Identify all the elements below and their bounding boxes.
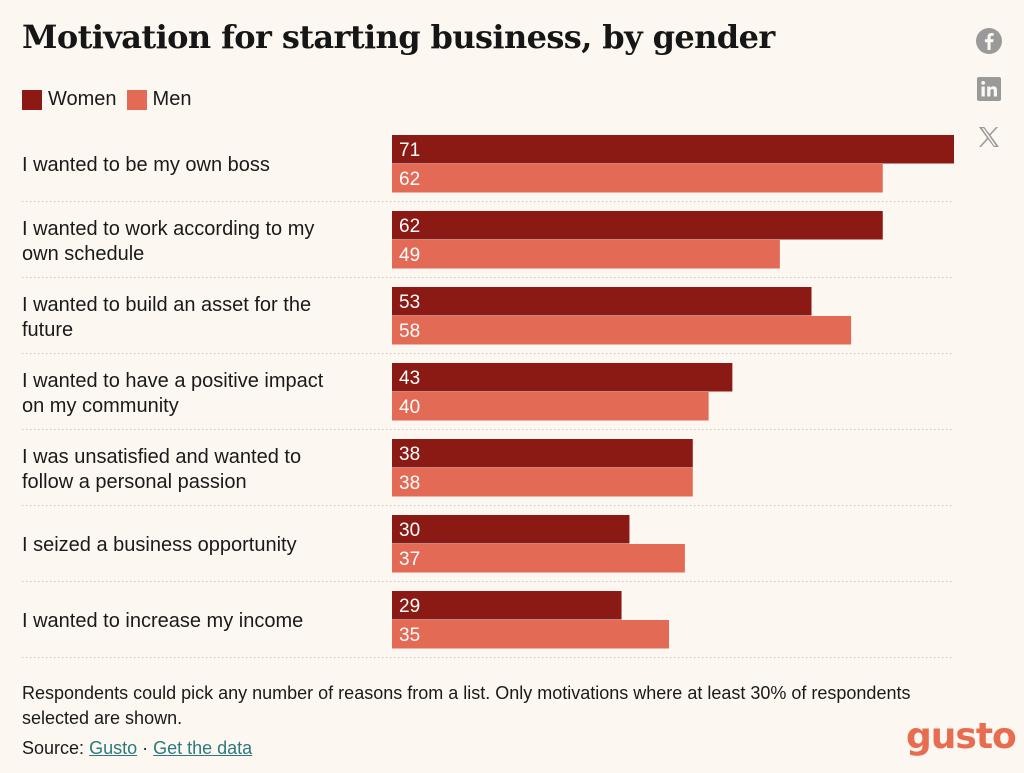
bar-value-label: 35 [399, 625, 420, 646]
bar-men [392, 240, 780, 269]
chart-row: I wanted to increase my income 29 35 [22, 591, 954, 658]
bar-value-label: 43 [399, 368, 420, 389]
bar-men [392, 468, 693, 497]
chart-row: I wanted to build an asset for the future… [22, 287, 954, 354]
x-icon[interactable] [974, 122, 1004, 152]
source-line: Source: Gusto · Get the data [22, 738, 252, 759]
category-label-line: future [22, 319, 73, 341]
linkedin-icon[interactable] [974, 74, 1004, 104]
get-the-data-link[interactable]: Get the data [153, 738, 253, 758]
category-label: I was unsatisfied and wanted to follow a … [22, 446, 301, 493]
category-label: I wanted to build an asset for the future [22, 294, 311, 341]
bar-women [392, 287, 812, 316]
chart-row: I seized a business opportunity 30 37 [22, 515, 954, 582]
legend-item-men: Men [126, 88, 192, 111]
bar-value-label: 37 [399, 549, 420, 570]
chart-row: I wanted to work according to my own sche… [22, 211, 954, 278]
category-label-line: I wanted to increase my income [22, 610, 303, 632]
footnote: Respondents could pick any number of rea… [22, 683, 911, 728]
source-link-gusto[interactable]: Gusto [89, 738, 138, 758]
bar-value-label: 30 [399, 520, 420, 541]
category-label: I wanted to work according to my own sche… [22, 218, 314, 265]
bar-value-label: 38 [399, 444, 420, 465]
bar-value-label: 49 [399, 245, 420, 266]
source-prefix: Source: [22, 738, 85, 758]
bar-value-label: 40 [399, 397, 420, 418]
category-label-line: follow a personal passion [22, 471, 247, 493]
chart-row: I was unsatisfied and wanted to follow a … [22, 439, 954, 506]
legend: Women Men [22, 88, 191, 111]
bar-women [392, 135, 954, 164]
bar-women [392, 211, 883, 240]
bar-value-label: 53 [399, 292, 420, 313]
legend-label-men: Men [152, 88, 192, 110]
category-label-line: I wanted to work according to my [22, 218, 314, 240]
legend-item-women: Women [22, 88, 117, 111]
bar-men [392, 392, 709, 421]
category-label-line: I was unsatisfied and wanted to [22, 446, 301, 468]
legend-swatch-women [22, 89, 42, 110]
bar-value-label: 29 [399, 596, 420, 617]
category-label: I seized a business opportunity [22, 534, 297, 556]
source-separator: · [142, 738, 149, 758]
category-label-line: I seized a business opportunity [22, 534, 297, 556]
bar-men [392, 544, 685, 573]
category-label: I wanted to be my own boss [22, 154, 270, 176]
bar-value-label: 62 [399, 169, 420, 190]
legend-swatch-men [126, 89, 147, 110]
category-label-line: I wanted to have a positive impact [22, 370, 324, 392]
bar-men [392, 164, 883, 193]
bar-women [392, 439, 693, 468]
bar-value-label: 62 [399, 216, 420, 237]
bar-value-label: 58 [399, 321, 420, 342]
category-label-line: on my community [22, 395, 179, 417]
category-label: I wanted to increase my income [22, 610, 303, 632]
chart-row: I wanted to be my own boss 71 62 [22, 135, 954, 202]
bar-women [392, 363, 733, 392]
chart-row: I wanted to have a positive impact on my … [22, 363, 954, 430]
legend-label-women: Women [48, 88, 117, 110]
social-share-bar [974, 26, 1004, 152]
gusto-logo: gusto [906, 716, 1017, 757]
bar-men [392, 316, 852, 345]
category-label-line: own schedule [22, 243, 144, 265]
bar-value-label: 71 [399, 140, 420, 161]
category-label-line: I wanted to build an asset for the [22, 294, 311, 316]
facebook-icon[interactable] [974, 26, 1004, 56]
chart-title: Motivation for starting business, by gen… [22, 18, 775, 56]
bar-value-label: 38 [399, 473, 420, 494]
bar-women [392, 515, 630, 544]
bar-women [392, 591, 622, 620]
bar-men [392, 620, 670, 649]
category-label: I wanted to have a positive impact on my … [22, 370, 324, 417]
category-label-line: I wanted to be my own boss [22, 154, 270, 176]
